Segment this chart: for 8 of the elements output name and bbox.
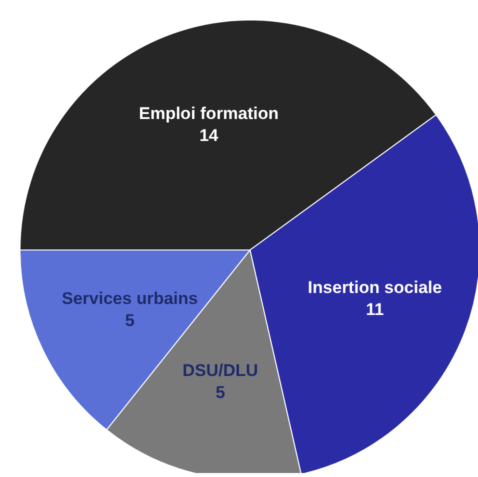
slice-label: Services urbains [62, 288, 198, 308]
slice-label: DSU/DLU [182, 361, 258, 380]
data-label: 11 [366, 300, 384, 319]
slice-label: Insertion sociale [308, 278, 442, 297]
slice-label: Emploi formation [138, 104, 279, 124]
data-label: 5 [125, 310, 135, 330]
data-label: 5 [216, 383, 226, 402]
data-label: 14 [199, 126, 219, 146]
